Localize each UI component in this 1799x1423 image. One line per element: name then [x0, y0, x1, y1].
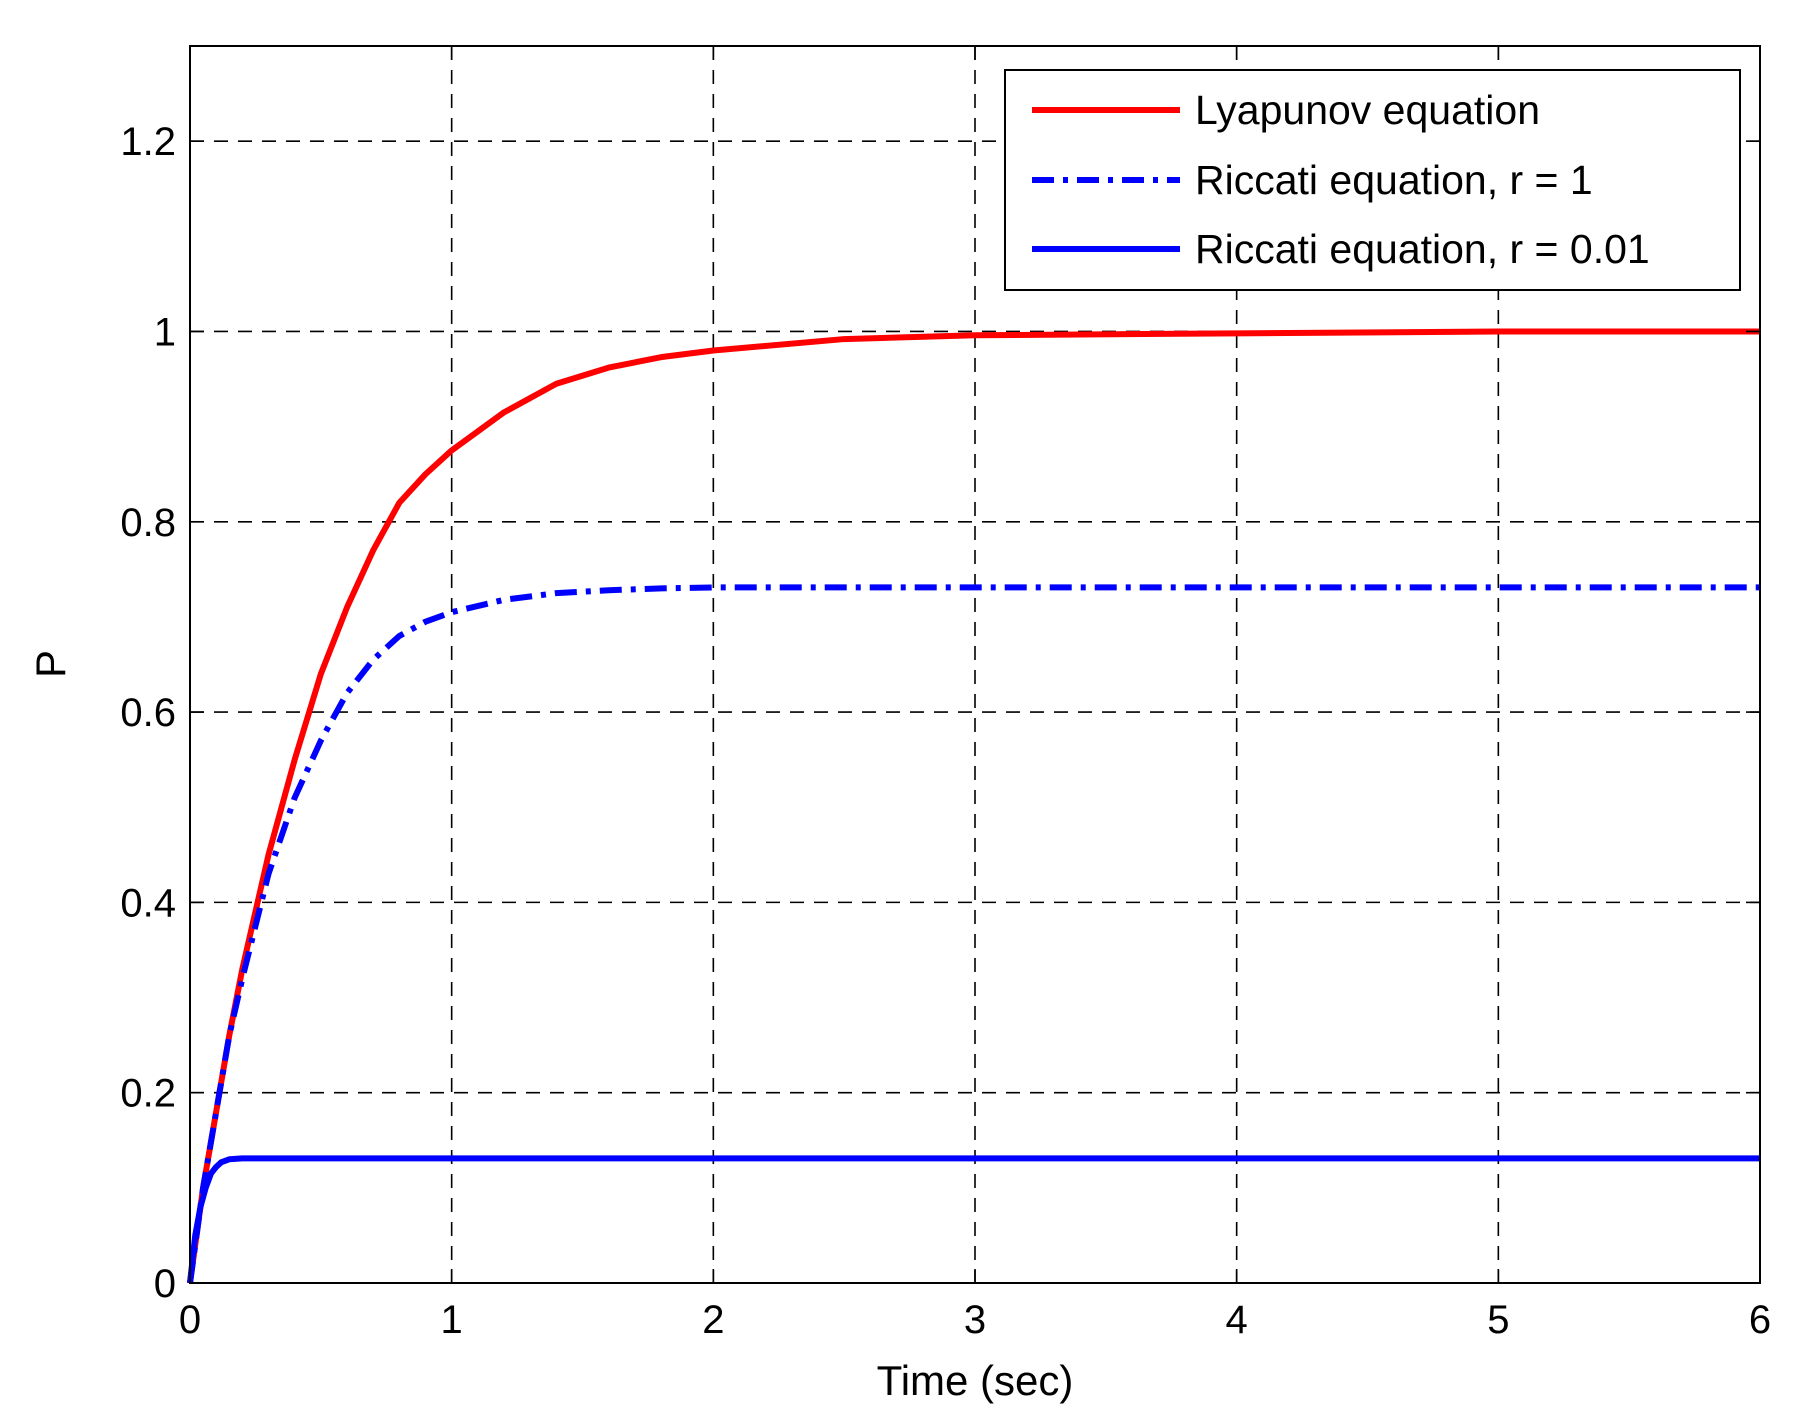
series-line-riccati-r001: [187, 1155, 1760, 1284]
y-tick-label: 0.6: [120, 691, 176, 735]
legend-label-riccati-r001: Riccati equation, r = 0.01: [1195, 226, 1650, 272]
legend-label-riccati-r1: Riccati equation, r = 1: [1195, 157, 1593, 203]
x-tick-label: 5: [1487, 1298, 1509, 1342]
y-tick-labels: 0 0.2 0.4 0.6 0.8 1 1.2: [120, 120, 176, 1306]
y-tick-label: 0.4: [120, 881, 176, 925]
x-axis-label: Time (sec): [877, 1357, 1074, 1404]
ticks-layer: [189, 46, 1761, 1284]
y-tick-label: 1: [154, 310, 176, 354]
x-tick-labels: 0 1 2 3 4 5 6: [179, 1298, 1771, 1342]
x-tick-label: 0: [179, 1298, 201, 1342]
legend: Lyapunov equation Riccati equation, r = …: [1004, 69, 1741, 291]
y-axis-label: P: [27, 650, 74, 678]
y-tick-label: 0: [154, 1262, 176, 1306]
y-tick-label: 1.2: [120, 120, 176, 164]
series-layer: [187, 328, 1760, 1284]
series-line-riccati-r1: [187, 584, 1760, 1284]
y-tick-label: 0.8: [120, 501, 176, 545]
x-tick-label: 1: [441, 1298, 463, 1342]
y-tick-label: 0.2: [120, 1072, 176, 1116]
x-tick-label: 3: [964, 1298, 986, 1342]
x-tick-label: 2: [702, 1298, 724, 1342]
legend-label-lyapunov: Lyapunov equation: [1195, 87, 1540, 133]
x-tick-label: 4: [1226, 1298, 1248, 1342]
series-line-lyapunov: [187, 328, 1760, 1284]
x-tick-label: 6: [1749, 1298, 1771, 1342]
